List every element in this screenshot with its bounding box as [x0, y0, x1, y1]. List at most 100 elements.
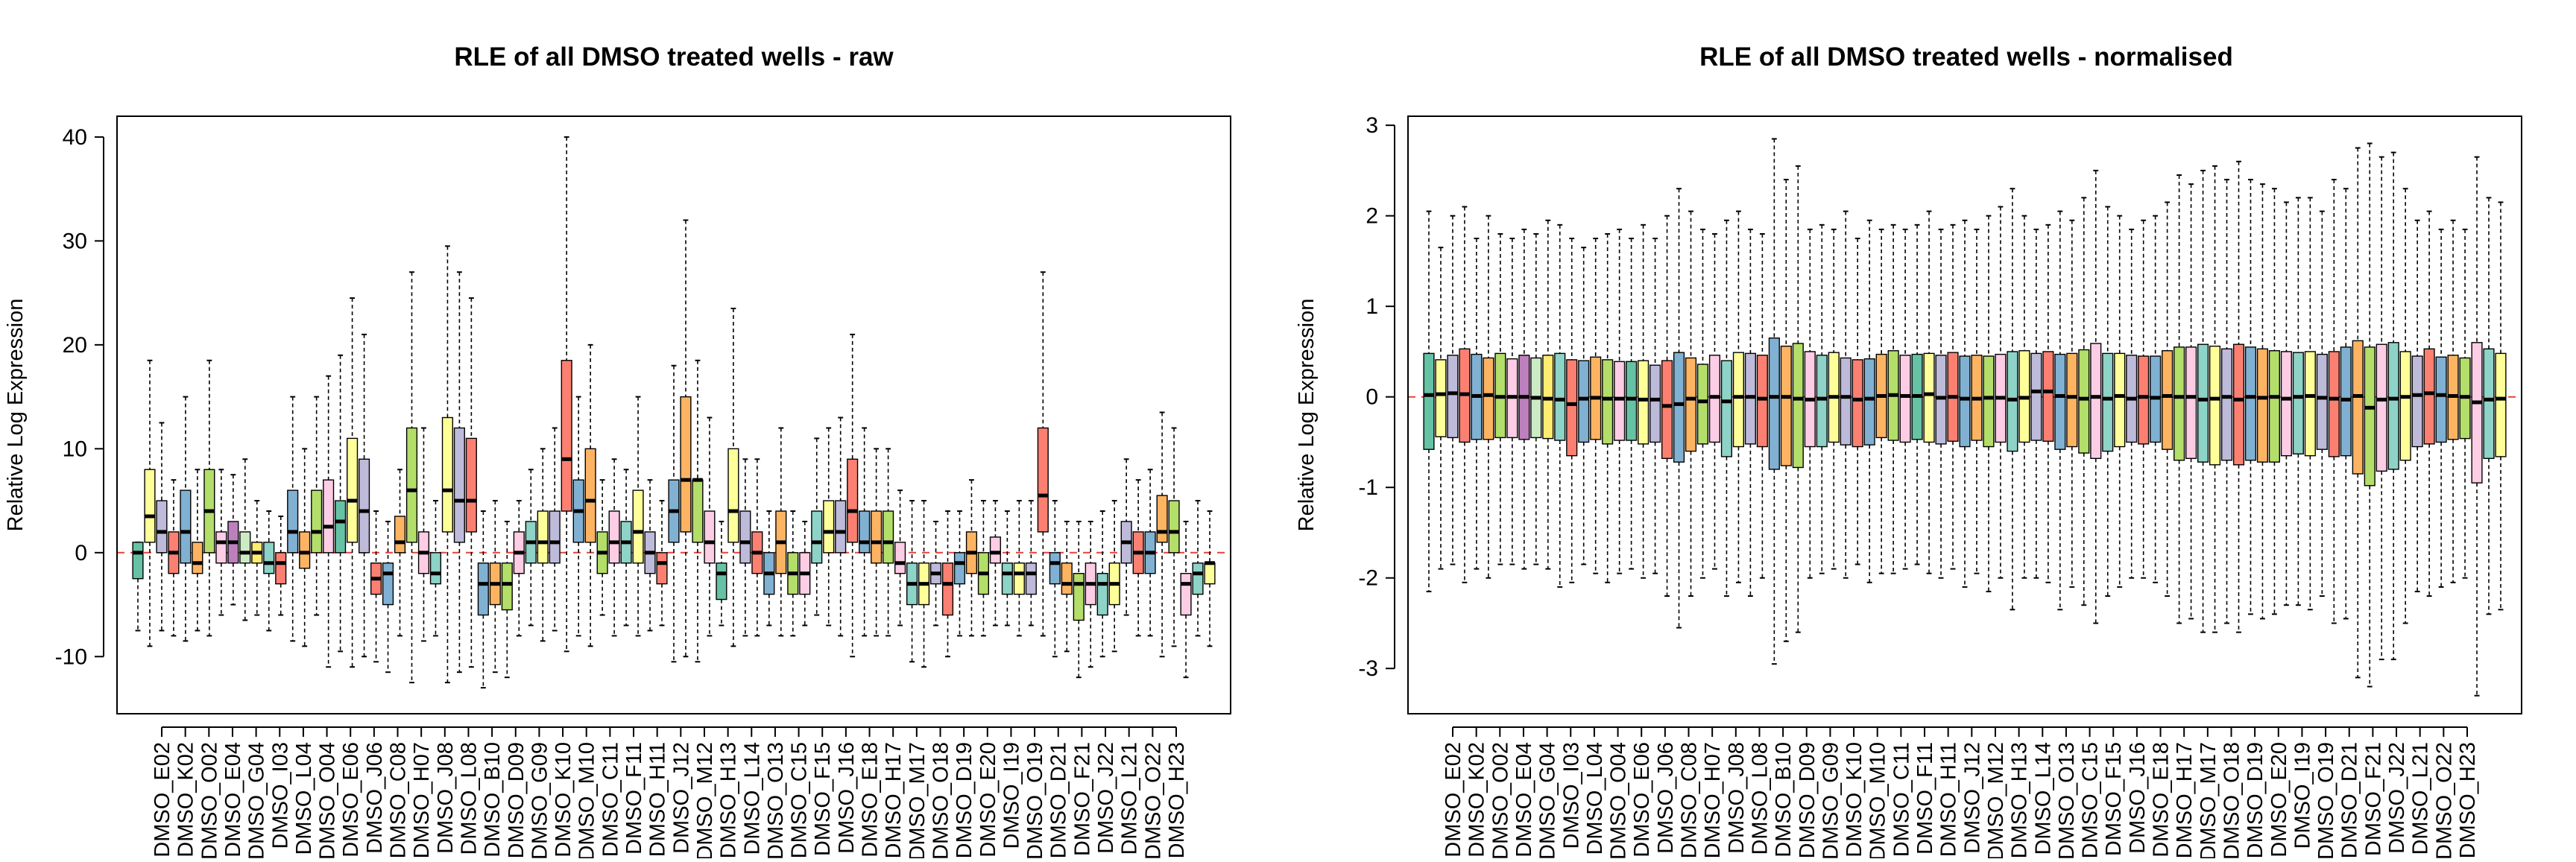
- box-33: [513, 500, 525, 637]
- box-body: [1001, 562, 1013, 595]
- box-55: [775, 427, 787, 637]
- box-45: [1947, 224, 1959, 570]
- box-68: [929, 520, 942, 627]
- box-body: [2078, 349, 2090, 454]
- box-25: [417, 427, 430, 642]
- box-63: [871, 448, 883, 637]
- box-27: [1732, 210, 1744, 583]
- box-body: [335, 500, 347, 554]
- box-11: [1542, 219, 1554, 570]
- box-body: [2483, 348, 2495, 460]
- box-body: [811, 510, 823, 564]
- box-body: [2185, 346, 2197, 460]
- box-body: [1840, 357, 1852, 446]
- box-59: [823, 427, 835, 627]
- box-66: [2197, 169, 2209, 633]
- x-tick-label: DMSO_E06: [339, 742, 363, 858]
- box-32: [501, 520, 513, 679]
- x-tick-label: DMSO_L04: [292, 742, 316, 855]
- x-tick-label: DMSO_G04: [245, 742, 269, 858]
- box-body: [2411, 355, 2423, 448]
- box-body: [1423, 352, 1435, 450]
- box-1: [132, 541, 144, 632]
- x-tick-label: DMSO_C08: [1678, 742, 1702, 858]
- box-1: [1423, 210, 1435, 592]
- box-8: [1506, 238, 1518, 565]
- box-47: [680, 219, 692, 658]
- box-74: [1001, 510, 1013, 627]
- box-4: [168, 479, 180, 637]
- x-tick-label: DMSO_H17: [882, 742, 906, 858]
- x-tick-label: DMSO_H11: [646, 742, 670, 857]
- y-tick-label: 40: [63, 125, 87, 150]
- box-81: [2375, 156, 2387, 661]
- box-30: [477, 510, 489, 689]
- box-body: [727, 448, 739, 543]
- box-38: [572, 396, 584, 637]
- box-85: [2423, 210, 2435, 598]
- box-body: [1168, 500, 1180, 554]
- box-body: [883, 510, 894, 564]
- box-24: [1696, 228, 1709, 579]
- x-tick-label: DMSO_K10: [552, 742, 575, 858]
- x-tick-label: DMSO_M12: [1984, 742, 2008, 858]
- box-88: [1168, 427, 1180, 647]
- box-body: [2256, 348, 2269, 463]
- box-body: [1696, 364, 1709, 445]
- box-body: [847, 458, 859, 543]
- box-89: [2471, 156, 2483, 697]
- box-37: [561, 136, 572, 653]
- box-25: [1708, 232, 1721, 570]
- box-22: [382, 520, 394, 674]
- x-tick-label: DMSO_D21: [2338, 742, 2362, 858]
- box-72: [2268, 188, 2280, 615]
- y-tick-label: 10: [63, 437, 87, 461]
- box-36: [1840, 210, 1852, 579]
- x-tick-label: DMSO_O13: [764, 742, 788, 858]
- box-body: [2162, 350, 2174, 450]
- box-75: [2304, 197, 2316, 611]
- box-body: [1780, 345, 1792, 466]
- box-body: [465, 437, 477, 533]
- box-29: [1756, 232, 1768, 579]
- x-tick-label: DMSO_O04: [1607, 742, 1631, 858]
- box-6: [1483, 215, 1494, 579]
- box-5: [1471, 238, 1483, 570]
- box-31: [1780, 179, 1792, 642]
- box-61: [2138, 219, 2150, 579]
- box-69: [941, 510, 954, 658]
- plot-frame: [1407, 115, 2522, 714]
- x-tick-label: DMSO_L04: [1583, 742, 1607, 855]
- box-58: [811, 437, 823, 616]
- box-74: [2292, 197, 2304, 606]
- box-body: [299, 531, 311, 569]
- box-body: [263, 542, 275, 574]
- box-body: [1073, 573, 1085, 621]
- box-9: [227, 474, 239, 606]
- x-tick-label: DMSO_J16: [835, 742, 859, 854]
- box-body: [1983, 355, 1995, 448]
- box-body: [989, 536, 1001, 564]
- box-body: [1614, 361, 1626, 441]
- x-tick-label: DMSO_K02: [1465, 742, 1489, 858]
- box-7: [203, 359, 215, 637]
- box-body: [1626, 361, 1638, 441]
- box-65: [894, 489, 906, 627]
- box-body: [192, 542, 203, 574]
- box-body: [2471, 342, 2483, 484]
- x-tick-label: DMSO_G09: [1819, 742, 1843, 858]
- box-body: [2197, 343, 2209, 463]
- box-body: [953, 552, 966, 585]
- x-tick-label: DMSO_L21: [2409, 742, 2433, 855]
- box-82: [1096, 510, 1108, 658]
- box-body: [1756, 355, 1768, 448]
- box-body: [2090, 343, 2102, 460]
- box-39: [584, 343, 596, 647]
- box-85: [1132, 479, 1144, 637]
- box-16: [311, 396, 323, 616]
- x-tick-label: DMSO_I03: [1559, 742, 1583, 849]
- x-tick-label: DMSO_J06: [1654, 742, 1678, 854]
- box-body: [2209, 345, 2221, 466]
- x-tick-label: DMSO_F21: [2361, 742, 2385, 856]
- box-52: [739, 458, 751, 637]
